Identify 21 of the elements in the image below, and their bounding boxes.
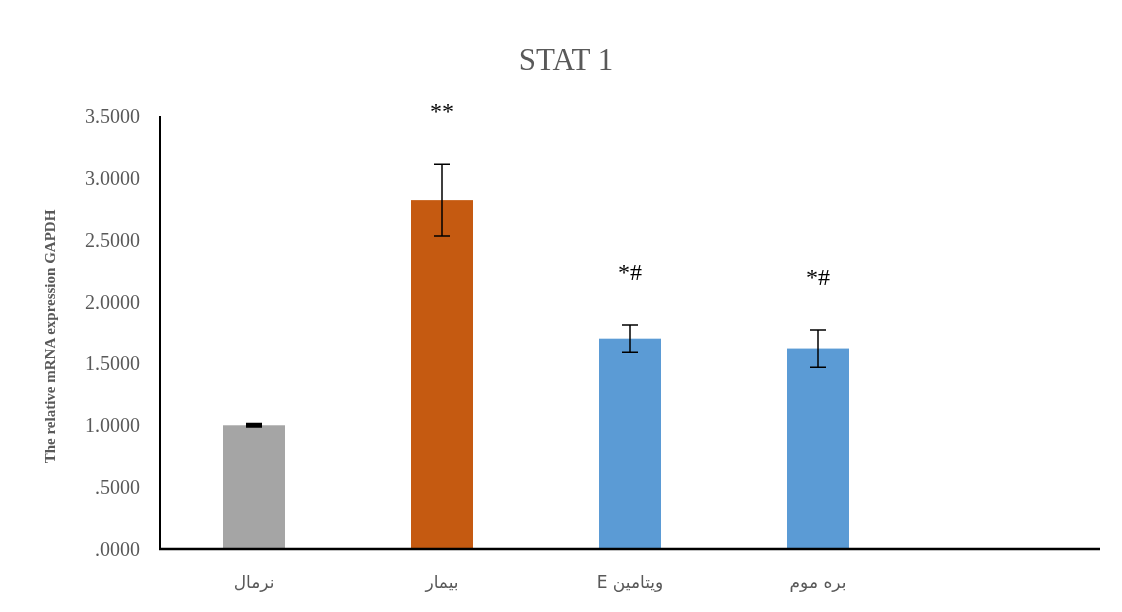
bar bbox=[411, 200, 473, 549]
y-tick-label: 2.5000 bbox=[85, 228, 140, 251]
x-tick-label: ویتامین E bbox=[596, 572, 664, 592]
x-tick-label: بیمار bbox=[424, 572, 459, 592]
x-tick-label: بره موم bbox=[789, 572, 847, 592]
annotation: *# bbox=[806, 264, 830, 291]
y-tick-label: 1.5000 bbox=[85, 352, 140, 375]
bar bbox=[787, 348, 849, 549]
chart-title: STAT 1 bbox=[518, 42, 614, 77]
y-tick-label: 2.0000 bbox=[85, 290, 140, 313]
y-tick-label: 1.0000 bbox=[85, 414, 140, 437]
y-axis-title: The relative mRNA expression GAPDH bbox=[42, 209, 58, 464]
y-tick-label: .0000 bbox=[95, 538, 140, 560]
y-tick-label: .5000 bbox=[95, 476, 140, 499]
y-tick-label: 3.0000 bbox=[85, 166, 140, 189]
bar bbox=[599, 338, 661, 549]
x-tick-label: نرمال bbox=[233, 572, 275, 592]
y-tick-label: 3.5000 bbox=[85, 105, 140, 127]
annotation: ** bbox=[430, 98, 454, 125]
annotation: *# bbox=[618, 259, 642, 286]
bar bbox=[223, 425, 285, 549]
